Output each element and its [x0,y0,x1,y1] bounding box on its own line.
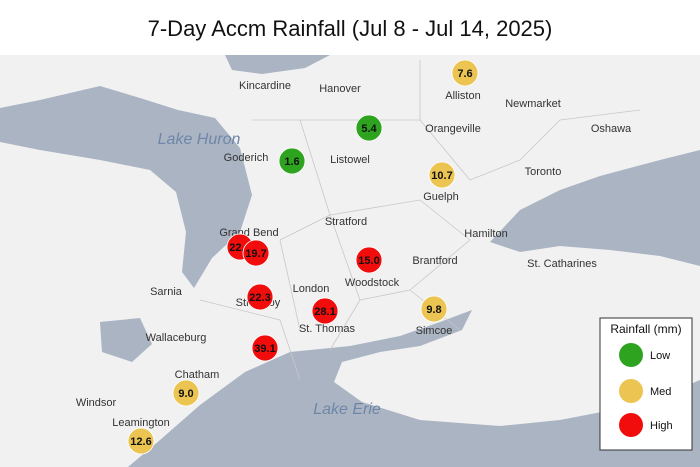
rainfall-marker [246,283,274,311]
georgian-bay [225,55,330,74]
rainfall-value: 22.3 [249,292,270,304]
rainfall-value: 5.4 [361,123,377,135]
place-label: Toronto [525,166,562,178]
rainfall-marker [172,379,200,407]
place-label: Brantford [412,255,457,267]
place-label: Goderich [224,152,269,164]
legend-title: Rainfall (mm) [610,322,681,336]
rainfall-value: 28.1 [314,306,335,318]
place-label: Leamington [112,417,170,429]
rainfall-marker [428,161,456,189]
rainfall-value: 9.0 [178,388,193,400]
rainfall-marker [355,114,383,142]
place-label: St. Catharines [527,258,597,270]
rainfall-marker [251,334,279,362]
rainfall-value: 7.6 [457,68,472,80]
place-label: Windsor [76,397,117,409]
place-label: Sarnia [150,286,183,298]
legend-swatch [619,379,643,403]
rainfall-marker [242,239,270,267]
place-label: Simcoe [416,325,453,337]
place-label: Listowel [330,154,370,166]
rainfall-value: 15.0 [358,255,379,267]
place-label: Wallaceburg [146,332,207,344]
rainfall-marker [451,59,479,87]
rainfall-marker [420,295,448,323]
rainfall-value: 12.6 [130,436,151,448]
rainfall-value: 39.1 [254,343,275,355]
place-label: Stratford [325,216,367,228]
legend-box [599,317,693,451]
rainfall-marker [311,297,339,325]
legend-swatch [619,413,643,437]
rainfall-value: 1.6 [284,156,299,168]
lake-label: Lake Huron [158,131,241,148]
lake-huron [0,86,252,288]
place-label: Alliston [445,90,480,102]
place-label: Newmarket [505,98,561,110]
place-label: Chatham [175,369,220,381]
rainfall-value: 10.7 [431,170,452,182]
place-label: Kincardine [239,80,291,92]
place-label: Hamilton [464,228,507,240]
place-label: St. Thomas [299,323,356,335]
place-label: Guelph [423,191,458,203]
legend-label: High [650,420,673,432]
rainfall-marker [278,147,306,175]
legend-label: Med [650,386,671,398]
place-label: London [293,283,330,295]
rainfall-marker [355,246,383,274]
place-label: Hanover [319,83,361,95]
rainfall-marker [127,427,155,455]
rainfall-value: 9.8 [426,304,441,316]
legend-swatch [619,343,643,367]
lake-st-clair [100,318,152,362]
place-label: Woodstock [345,277,400,289]
lake-ontario [490,150,700,266]
lake-label: Lake Erie [313,401,381,418]
rainfall-value: 19.7 [245,248,266,260]
lake-erie [128,310,700,467]
legend-label: Low [650,350,670,362]
map-title: 7-Day Accm Rainfall (Jul 8 - Jul 14, 202… [148,16,553,41]
place-label: Oshawa [591,123,632,135]
place-label: Orangeville [425,123,481,135]
